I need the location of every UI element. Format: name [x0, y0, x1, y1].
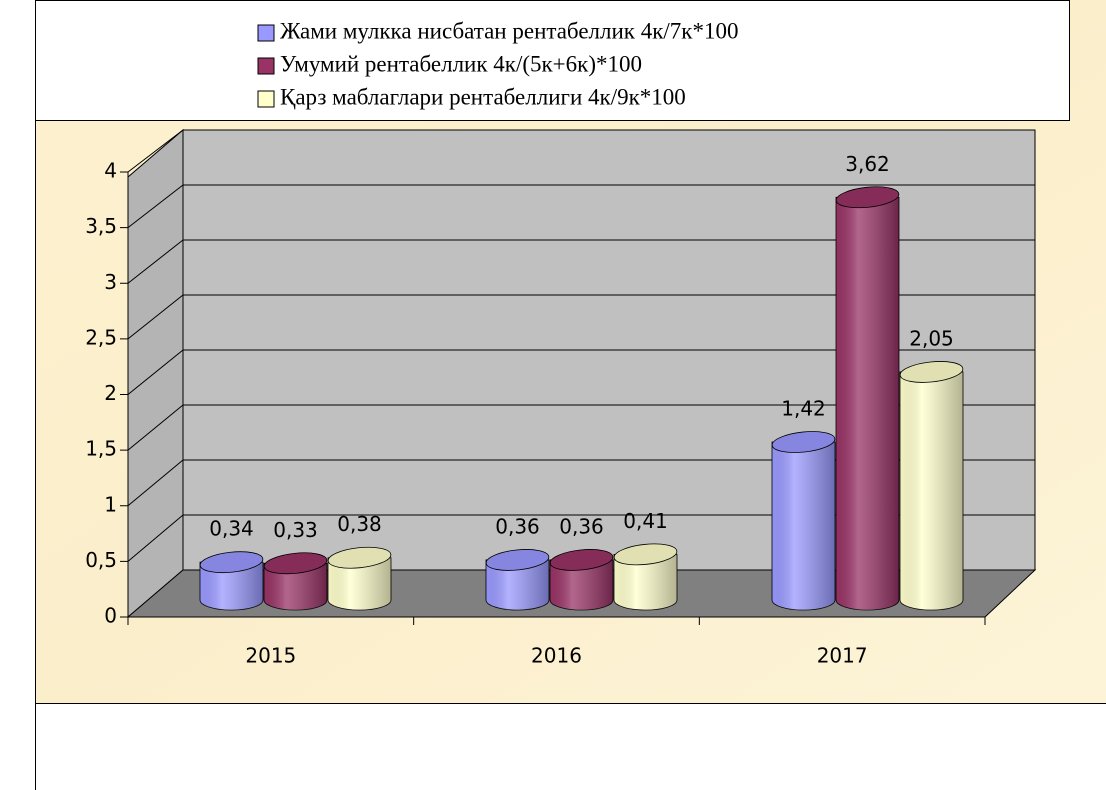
grid-line [127, 239, 1035, 284]
grid-line [127, 459, 1035, 507]
data-label: 0,33 [273, 518, 318, 542]
data-label: 1,42 [781, 397, 826, 421]
y-tick-label: 3,5 [85, 214, 117, 238]
bar-top-shade [550, 549, 613, 571]
y-tick-label: 0,5 [85, 548, 117, 572]
bar-shade [772, 442, 835, 610]
data-label: 0,38 [337, 512, 382, 536]
y-tick-label: 1,5 [85, 437, 117, 461]
bar-shade [264, 563, 327, 610]
x-tick-label: 2015 [245, 644, 296, 668]
y-tick-label: 4 [104, 159, 117, 183]
bar-shade [836, 197, 899, 610]
bar-top-shade [200, 551, 263, 573]
legend-label: Умумий рентабеллик 4к/(5к+6к)*100 [280, 51, 642, 76]
legend-swatch [257, 90, 275, 108]
legend-swatch [257, 24, 275, 42]
bar-top [485, 549, 550, 571]
bar-top-shade [900, 361, 963, 383]
data-label: 0,36 [559, 514, 604, 538]
data-label: 0,41 [623, 509, 668, 533]
bar-top [899, 361, 964, 383]
y-tick-label: 2 [104, 381, 117, 405]
grid-line [127, 404, 1035, 451]
bar-top [771, 431, 836, 453]
bar-top-shade [486, 549, 549, 571]
bar-shade [900, 371, 963, 610]
bar-top-shade [614, 543, 677, 565]
bar-shade [328, 557, 391, 610]
bar-top [327, 546, 392, 569]
bar-top-shade [836, 186, 899, 208]
grid-line [127, 184, 1035, 229]
data-label: 2,05 [909, 326, 954, 350]
bar-top [835, 186, 900, 209]
bar-top-shade [328, 547, 391, 569]
grid-line [127, 294, 1035, 340]
bar-top [613, 543, 678, 566]
legend-swatch [257, 57, 275, 75]
y-tick-label: 2,5 [85, 325, 117, 349]
bar-shade [614, 554, 677, 610]
x-tick-label: 2017 [817, 644, 868, 668]
grid-line [127, 514, 1035, 562]
data-label: 3,62 [845, 152, 890, 176]
legend-label: Қарз маблаглари рентабеллиги 4к/9к*100 [280, 84, 686, 109]
bar-shade [550, 559, 613, 610]
data-label: 0,36 [495, 514, 540, 538]
bar-top-shade [264, 552, 327, 574]
y-tick-label: 0 [104, 604, 117, 628]
grid-line [127, 349, 1035, 395]
bar-shade [486, 559, 549, 610]
side-wall [127, 128, 184, 619]
bar-top-shade [772, 431, 835, 453]
y-tick-label: 1 [104, 492, 117, 516]
data-label: 0,34 [209, 517, 254, 541]
bar-top [199, 551, 264, 574]
bar-top [263, 552, 328, 575]
legend-box [35, 0, 1070, 121]
legend-label: Жами мулкка нисбатан рентабеллик 4к/7к*1… [280, 18, 738, 43]
bar-top [549, 549, 614, 571]
y-tick-label: 3 [104, 270, 117, 294]
x-tick-label: 2016 [531, 644, 582, 668]
bar-shade [200, 562, 263, 610]
grid-line [127, 129, 1035, 173]
